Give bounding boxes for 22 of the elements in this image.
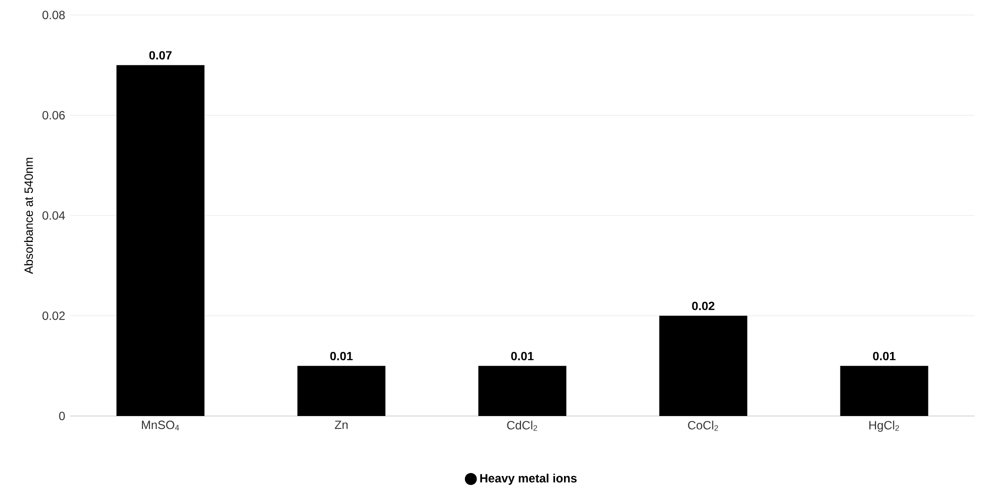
data-label: 0.07 — [149, 51, 172, 60]
y-tick-label: 0.08 — [42, 10, 65, 20]
bar — [659, 316, 748, 416]
bar — [116, 65, 204, 416]
y-tick-label: 0.04 — [42, 211, 65, 220]
x-tick-label: Zn — [334, 420, 348, 429]
data-label: 0.01 — [873, 352, 896, 360]
data-label: 0.01 — [330, 352, 353, 360]
y-tick-label: 0 — [59, 412, 65, 420]
x-tick-label: CoCl$_{2}$ — [688, 420, 718, 431]
bar — [478, 366, 566, 416]
x-tick-label: CdCl$_{2}$ — [507, 420, 538, 431]
y-axis-title: Absorbance at 540nm — [24, 158, 33, 274]
y-tick-label: 0.06 — [42, 111, 65, 120]
bar — [297, 366, 386, 416]
legend-label: Heavy metal ions — [480, 474, 577, 485]
x-tick-label: HgCl$_{2}$ — [869, 420, 899, 432]
data-label: 0.01 — [511, 352, 534, 360]
x-tick-label: MnSO$_{4}$ — [142, 420, 180, 430]
y-tick-label: 0.02 — [42, 312, 65, 320]
data-label: 0.02 — [692, 302, 714, 310]
bar — [840, 366, 928, 416]
